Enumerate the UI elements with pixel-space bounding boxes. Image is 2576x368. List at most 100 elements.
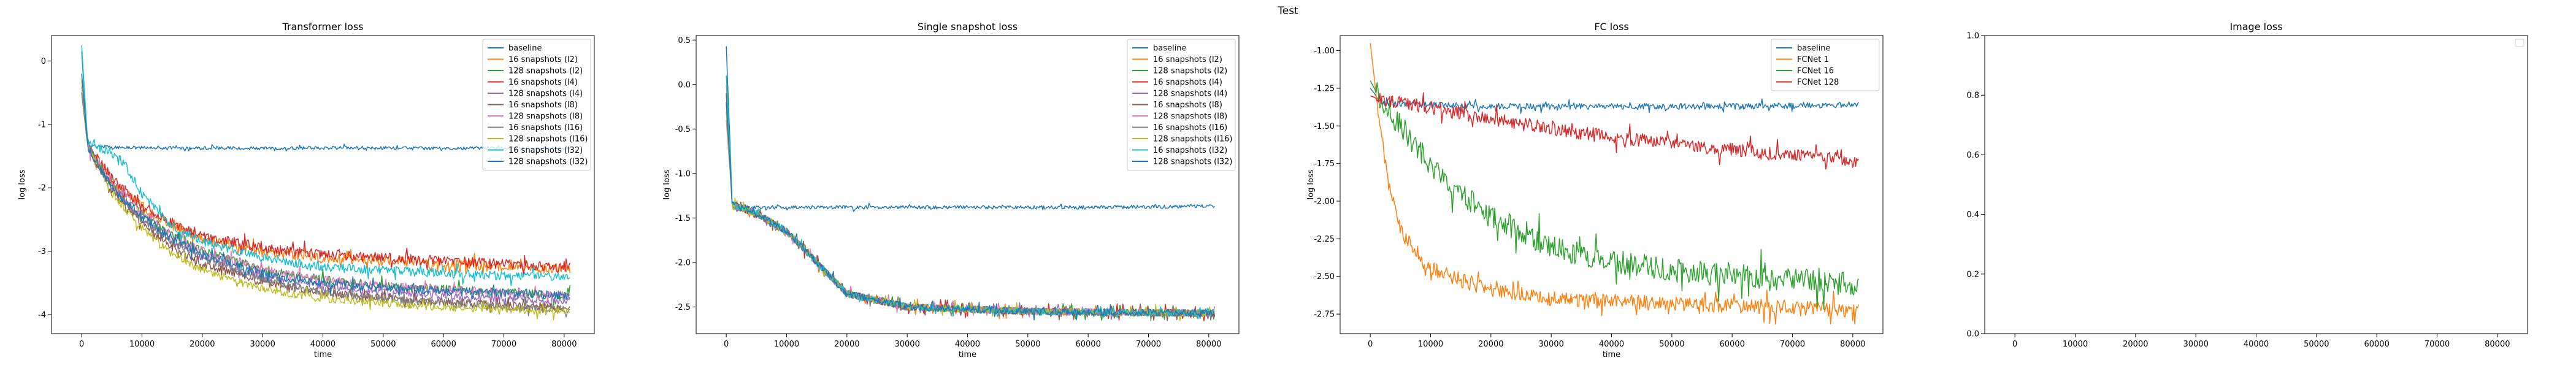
y-tick-label: 0.6	[1966, 151, 1979, 160]
y-tick-label: 0.8	[1966, 91, 1979, 101]
y-tick-label: -1	[38, 120, 46, 129]
y-tick-label: -1.25	[1314, 84, 1335, 93]
legend-box	[2515, 39, 2524, 47]
legend	[2515, 39, 2524, 47]
legend-entry: baseline	[1153, 44, 1186, 53]
x-tick-label: 0	[1368, 340, 1373, 349]
x-tick-label: 10000	[1418, 340, 1443, 349]
x-tick-label: 60000	[1075, 340, 1100, 349]
legend-entry: 16 snapshots (l16)	[508, 123, 583, 132]
y-tick-label: 0	[41, 57, 46, 66]
figure-title: Test	[1278, 5, 1298, 17]
x-tick-label: 0	[724, 340, 729, 349]
legend-entry: 128 snapshots (l2)	[508, 67, 583, 76]
x-tick-label: 30000	[250, 340, 275, 349]
y-tick-label: -2.5	[675, 303, 691, 312]
series-line-10	[726, 75, 1215, 320]
chart-panel-4: Image loss 0 10000 20000 30000 40000 50000 6000…	[1966, 21, 2528, 349]
chart-title: Image loss	[2229, 21, 2282, 33]
series-line-10	[81, 45, 570, 286]
x-axis-label: time	[1603, 350, 1620, 359]
y-tick-label: -1.0	[675, 169, 691, 178]
x-tick-label: 10000	[774, 340, 799, 349]
x-axis-label: time	[959, 350, 976, 359]
x-tick-label: 50000	[1659, 340, 1684, 349]
legend-entry: baseline	[1797, 44, 1830, 53]
legend-entry: 128 snapshots (l4)	[508, 90, 583, 99]
y-tick-label: 0.2	[1966, 270, 1979, 279]
legend-entry: 128 snapshots (l8)	[1153, 112, 1227, 121]
x-tick-label: 50000	[2304, 340, 2329, 349]
chart-title: Single snapshot loss	[918, 21, 1018, 33]
y-tick-label: 0.4	[1966, 210, 1979, 220]
x-tick-label: 80000	[2485, 340, 2510, 349]
x-tick-label: 60000	[1719, 340, 1744, 349]
legend-entry: 16 snapshots (l2)	[508, 55, 578, 64]
x-tick-label: 30000	[2183, 340, 2208, 349]
y-tick-label: -1.00	[1314, 47, 1335, 56]
chart-title: Transformer loss	[282, 21, 364, 33]
y-tick-label: -2.0	[675, 258, 691, 267]
legend-entry: 16 snapshots (l32)	[508, 146, 583, 155]
x-tick-label: 40000	[310, 340, 335, 349]
legend-entry: 128 snapshots (l32)	[1153, 158, 1232, 167]
series-line-2	[1370, 43, 1860, 325]
legend-entry: 16 snapshots (l2)	[1153, 55, 1222, 64]
x-tick-label: 60000	[2364, 340, 2389, 349]
y-tick-label: -1.75	[1314, 159, 1335, 169]
y-tick-label: -1.5	[675, 214, 691, 223]
x-tick-label: 0	[2012, 340, 2017, 349]
series-line-1	[1370, 88, 1859, 114]
legend-box	[1771, 39, 1880, 91]
x-tick-label: 10000	[129, 340, 155, 349]
chart-panel-2: Single snapshot loss 0 10000 20000 30000 4000…	[662, 21, 1240, 359]
legend-entry: 16 snapshots (l8)	[508, 101, 578, 110]
x-tick-label: 60000	[431, 340, 456, 349]
x-tick-label: 20000	[2123, 340, 2148, 349]
y-tick-label: 0.0	[1966, 330, 1979, 339]
series-group	[726, 46, 1216, 321]
legend-entry: baseline	[508, 44, 542, 53]
series-line-4	[1370, 92, 1859, 170]
series-group	[1370, 43, 1860, 325]
legend-box	[482, 39, 591, 171]
x-tick-label: 10000	[2063, 340, 2088, 349]
legend-box	[1127, 39, 1236, 171]
y-tick-label: -2.25	[1314, 235, 1335, 244]
x-tick-label: 40000	[955, 340, 980, 349]
legend: baseline 16 snapshots (l2) 128 snapshots (…	[1127, 39, 1236, 171]
axes-frame	[1984, 35, 2528, 334]
x-tick-label: 30000	[1538, 340, 1563, 349]
legend-entry: 16 snapshots (l4)	[1153, 78, 1222, 87]
x-tick-label: 80000	[1196, 340, 1221, 349]
legend-entry: 128 snapshots (l4)	[1153, 90, 1227, 99]
y-axis-label: log loss	[662, 169, 672, 199]
y-axis-label: log loss	[1306, 169, 1316, 199]
x-tick-label: 0	[79, 340, 84, 349]
x-tick-label: 80000	[1840, 340, 1865, 349]
x-tick-label: 30000	[894, 340, 919, 349]
x-tick-label: 80000	[551, 340, 577, 349]
legend-entry: 128 snapshots (l16)	[1153, 135, 1232, 144]
y-tick-label: -4	[38, 310, 46, 320]
legend: baseline FCNet 1 FCNet 16 FCNet 128	[1771, 39, 1880, 91]
y-tick-label: 0.5	[678, 36, 691, 45]
legend: baseline 16 snapshots (l2) 128 snapshots (…	[482, 39, 591, 171]
x-tick-label: 50000	[1015, 340, 1040, 349]
legend-entry: 16 snapshots (l4)	[508, 78, 578, 87]
legend-entry: FCNet 1	[1797, 55, 1829, 64]
chart-title: FC loss	[1594, 21, 1628, 33]
series-line-8	[81, 93, 570, 318]
legend-entry: 128 snapshots (l16)	[508, 135, 588, 144]
y-tick-label: 1.0	[1966, 32, 1979, 41]
legend-entry: 16 snapshots (l16)	[1153, 123, 1227, 132]
x-axis-label: time	[314, 350, 332, 359]
legend-entry: 128 snapshots (l32)	[508, 158, 588, 167]
y-tick-label: -1.50	[1314, 122, 1335, 131]
x-tick-label: 70000	[491, 340, 516, 349]
series-line-11	[81, 73, 570, 301]
x-tick-label: 40000	[2244, 340, 2269, 349]
chart-panel-1: Transformer loss 0 10000 20000 30000 40000 500…	[18, 21, 595, 359]
x-tick-label: 70000	[1136, 340, 1161, 349]
y-tick-label: -2.50	[1314, 272, 1335, 282]
